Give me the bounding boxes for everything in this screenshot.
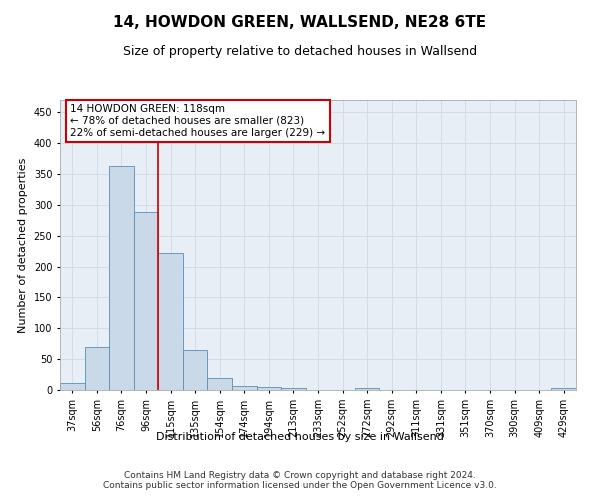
- Text: Contains HM Land Registry data © Crown copyright and database right 2024.
Contai: Contains HM Land Registry data © Crown c…: [103, 470, 497, 490]
- Bar: [134, 212, 158, 390]
- Bar: [208, 378, 232, 390]
- Text: Size of property relative to detached houses in Wallsend: Size of property relative to detached ho…: [123, 45, 477, 58]
- Y-axis label: Number of detached properties: Number of detached properties: [18, 158, 28, 332]
- Bar: [109, 166, 134, 390]
- Bar: [60, 383, 85, 390]
- Bar: [183, 350, 208, 390]
- Bar: [158, 253, 183, 390]
- Bar: [257, 387, 281, 390]
- Bar: [232, 386, 257, 390]
- Bar: [355, 388, 379, 390]
- Bar: [551, 388, 576, 390]
- Bar: [281, 388, 306, 390]
- Text: 14, HOWDON GREEN, WALLSEND, NE28 6TE: 14, HOWDON GREEN, WALLSEND, NE28 6TE: [113, 15, 487, 30]
- Text: Distribution of detached houses by size in Wallsend: Distribution of detached houses by size …: [156, 432, 444, 442]
- Bar: [85, 347, 109, 390]
- Text: 14 HOWDON GREEN: 118sqm
← 78% of detached houses are smaller (823)
22% of semi-d: 14 HOWDON GREEN: 118sqm ← 78% of detache…: [70, 104, 325, 138]
